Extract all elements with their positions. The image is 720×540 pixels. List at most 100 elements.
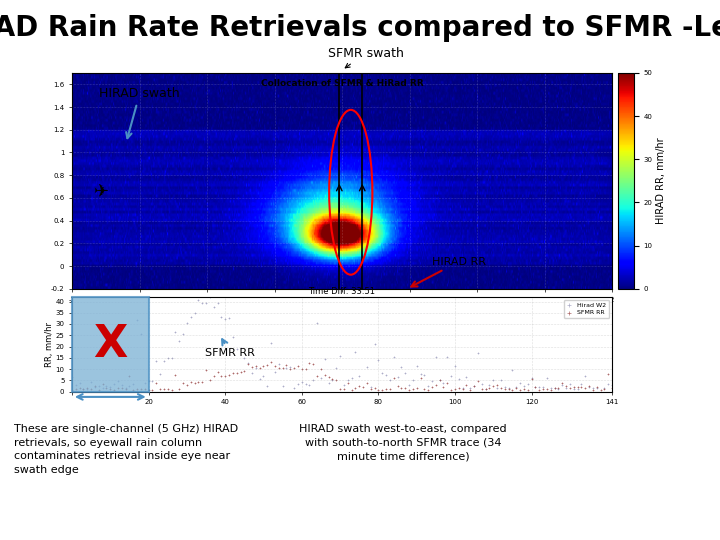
SFMR RR	[575, 383, 587, 391]
Hirad W2	[384, 376, 395, 384]
Hirad W2	[449, 361, 461, 370]
Hirad W2	[330, 363, 342, 372]
SFMR RR	[281, 361, 292, 370]
SFMR RR	[361, 379, 373, 388]
SFMR RR	[487, 382, 499, 390]
SFMR RR	[250, 361, 261, 370]
SFMR RR	[277, 363, 289, 372]
Hirad W2	[250, 364, 261, 373]
Hirad W2	[587, 383, 598, 392]
SFMR RR	[534, 386, 545, 394]
Hirad W2	[162, 354, 174, 363]
Y-axis label: RR, mm/hr: RR, mm/hr	[45, 322, 54, 367]
Hirad W2	[292, 380, 304, 389]
Text: HIRAD swath: HIRAD swath	[99, 87, 180, 138]
Text: X: X	[93, 323, 127, 366]
SFMR RR	[266, 357, 277, 366]
Text: SFMR RR: SFMR RR	[205, 339, 255, 359]
SFMR RR	[177, 379, 189, 387]
Hirad W2	[603, 379, 614, 388]
Hirad W2	[549, 384, 560, 393]
Hirad W2	[415, 370, 426, 379]
Hirad W2	[197, 299, 208, 308]
Hirad W2	[534, 383, 545, 391]
Hirad W2	[131, 316, 143, 325]
Hirad W2	[598, 383, 610, 392]
SFMR RR	[499, 385, 510, 394]
SFMR RR	[227, 369, 238, 377]
Hirad W2	[254, 375, 266, 384]
SFMR RR	[346, 386, 357, 394]
SFMR RR	[510, 384, 522, 393]
SFMR RR	[185, 378, 197, 387]
Hirad W2	[238, 354, 250, 362]
SFMR RR	[261, 361, 273, 369]
SFMR RR	[377, 386, 388, 394]
Hirad W2	[434, 376, 446, 384]
SFMR RR	[243, 360, 254, 368]
Hirad W2	[273, 360, 284, 368]
Hirad W2	[472, 348, 484, 357]
Hirad W2	[373, 356, 384, 364]
Hirad W2	[557, 381, 568, 390]
SFMR RR	[491, 381, 503, 390]
Hirad W2	[369, 340, 380, 348]
Hirad W2	[281, 363, 292, 372]
Hirad W2	[469, 382, 480, 391]
Hirad W2	[300, 380, 311, 388]
SFMR RR	[93, 386, 104, 394]
Hirad W2	[181, 319, 193, 327]
Hirad W2	[411, 362, 423, 370]
Hirad W2	[572, 385, 583, 394]
SFMR RR	[476, 385, 487, 394]
SFMR RR	[434, 375, 446, 384]
Hirad W2	[70, 380, 81, 389]
Hirad W2	[200, 299, 212, 307]
SFMR RR	[560, 382, 572, 391]
SFMR RR	[415, 374, 426, 382]
SFMR RR	[273, 363, 284, 372]
Hirad W2	[154, 369, 166, 378]
SFMR RR	[193, 378, 204, 387]
Hirad W2	[510, 382, 522, 391]
Hirad W2	[112, 377, 124, 386]
Text: ✈: ✈	[94, 183, 109, 201]
Hirad W2	[426, 377, 438, 386]
Hirad W2	[595, 301, 606, 309]
Hirad W2	[423, 382, 434, 391]
SFMR RR	[319, 371, 330, 380]
SFMR RR	[549, 383, 560, 392]
SFMR RR	[453, 383, 464, 392]
SFMR RR	[595, 385, 606, 394]
SFMR RR	[334, 385, 346, 394]
SFMR RR	[564, 384, 575, 393]
SFMR RR	[464, 386, 476, 394]
Hirad W2	[338, 381, 350, 390]
SFMR RR	[580, 384, 591, 393]
Hirad W2	[346, 374, 357, 382]
Hirad W2	[350, 348, 361, 356]
Hirad W2	[243, 359, 254, 367]
SFMR RR	[223, 370, 235, 379]
SFMR RR	[162, 384, 174, 393]
Y-axis label: HIRAD RR, mm/hr: HIRAD RR, mm/hr	[657, 138, 667, 224]
Hirad W2	[307, 376, 319, 384]
Hirad W2	[377, 369, 388, 377]
Hirad W2	[127, 380, 139, 388]
Hirad W2	[296, 378, 307, 387]
SFMR RR	[587, 386, 598, 394]
Hirad W2	[150, 357, 162, 366]
Hirad W2	[591, 383, 603, 392]
Hirad W2	[193, 296, 204, 305]
Hirad W2	[220, 315, 231, 323]
SFMR RR	[395, 383, 407, 392]
SFMR RR	[70, 385, 81, 394]
SFMR RR	[603, 370, 614, 379]
Hirad W2	[289, 384, 300, 393]
Hirad W2	[441, 353, 453, 362]
SFMR RR	[307, 360, 319, 368]
SFMR RR	[572, 382, 583, 391]
SFMR RR	[553, 384, 564, 393]
SFMR RR	[469, 381, 480, 390]
SFMR RR	[109, 386, 120, 394]
